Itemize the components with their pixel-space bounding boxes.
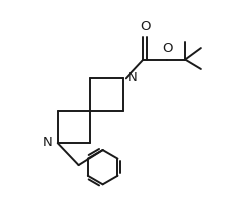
Text: N: N [43, 136, 52, 149]
Text: N: N [128, 71, 137, 84]
Text: O: O [162, 42, 173, 55]
Text: O: O [140, 20, 150, 33]
